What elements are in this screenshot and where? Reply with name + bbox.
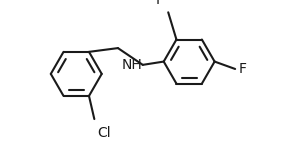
Text: F: F xyxy=(238,62,247,76)
Text: F: F xyxy=(156,0,164,7)
Text: NH: NH xyxy=(122,58,143,72)
Text: Cl: Cl xyxy=(98,127,111,140)
